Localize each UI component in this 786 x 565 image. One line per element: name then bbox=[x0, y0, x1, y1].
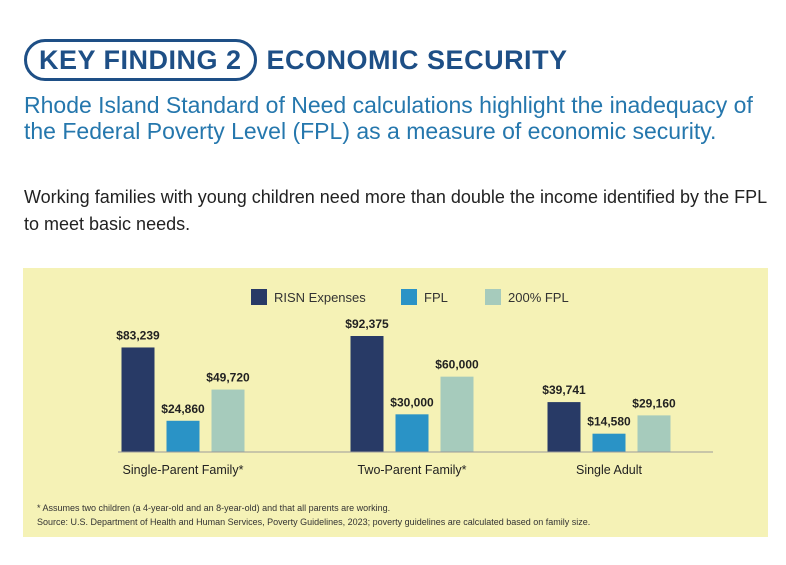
legend-swatch-1 bbox=[401, 289, 417, 305]
chart-panel: RISN Expenses FPL 200% FPL $83,239 $24,860 $4… bbox=[23, 268, 768, 537]
category-label-2: Single Adult bbox=[576, 463, 643, 477]
bar-1-1 bbox=[395, 414, 429, 452]
legend-swatch-0 bbox=[251, 289, 267, 305]
data-label-0-0: $83,239 bbox=[116, 328, 160, 342]
data-label-2-2: $29,160 bbox=[632, 396, 676, 410]
footnote-assumption: * Assumes two children (a 4-year-old and… bbox=[37, 503, 391, 513]
legend-label-2: 200% FPL bbox=[508, 290, 569, 305]
data-label-1-1: $30,000 bbox=[390, 395, 434, 409]
category-label-0: Single-Parent Family* bbox=[123, 463, 244, 477]
data-label-0-1: $24,860 bbox=[161, 402, 205, 416]
category-label-1: Two-Parent Family* bbox=[357, 463, 466, 477]
data-label-1-0: $92,375 bbox=[345, 317, 389, 331]
legend-label-1: FPL bbox=[424, 290, 448, 305]
header: KEY FINDING 2 ECONOMIC SECURITY bbox=[24, 38, 568, 82]
data-label-0-2: $49,720 bbox=[206, 371, 250, 385]
bar-chart: RISN Expenses FPL 200% FPL $83,239 $24,860 $4… bbox=[116, 289, 713, 477]
data-label-2-0: $39,741 bbox=[542, 383, 586, 397]
bar-0-0 bbox=[121, 347, 155, 452]
bar-0-1 bbox=[166, 420, 200, 452]
headline: Rhode Island Standard of Need calculatio… bbox=[24, 92, 753, 144]
topic-title: ECONOMIC SECURITY bbox=[266, 44, 568, 75]
bar-2-0 bbox=[547, 402, 581, 452]
bar-1-0 bbox=[350, 336, 384, 452]
footnotes: * Assumes two children (a 4-year-old and… bbox=[37, 501, 757, 529]
data-label-1-2: $60,000 bbox=[435, 358, 479, 372]
bar-2-1 bbox=[592, 433, 626, 452]
key-finding-badge: KEY FINDING 2 bbox=[24, 39, 257, 81]
bar-2-2 bbox=[637, 415, 671, 452]
legend-swatch-2 bbox=[485, 289, 501, 305]
footnote-source: Source: U.S. Department of Health and Hu… bbox=[37, 517, 591, 527]
data-label-2-1: $14,580 bbox=[587, 415, 631, 429]
bar-0-2 bbox=[211, 389, 245, 452]
legend-label-0: RISN Expenses bbox=[274, 290, 366, 305]
bar-1-2 bbox=[440, 376, 474, 452]
subhead: Working families with young children nee… bbox=[24, 187, 767, 234]
